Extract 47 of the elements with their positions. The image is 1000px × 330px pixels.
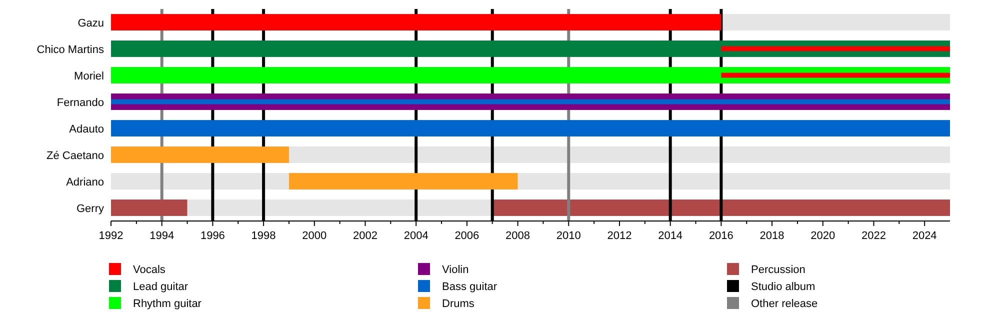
y-tick-label: Zé Caetano bbox=[46, 150, 104, 162]
bar bbox=[111, 67, 950, 84]
bar bbox=[518, 173, 950, 190]
x-tick-label: 2004 bbox=[404, 230, 428, 242]
bar bbox=[111, 146, 289, 163]
x-tick-label: 1992 bbox=[98, 230, 124, 242]
bar bbox=[187, 200, 492, 216]
x-tick-label: 2008 bbox=[506, 230, 530, 242]
legend-label: Drums bbox=[442, 298, 475, 310]
x-tick-label: 1996 bbox=[200, 230, 225, 242]
legend-label: Lead guitar bbox=[133, 281, 188, 293]
legend-label: Bass guitar bbox=[442, 281, 498, 293]
x-tick-label: 2020 bbox=[810, 230, 836, 242]
y-tick-label: Moriel bbox=[74, 70, 104, 82]
bar bbox=[721, 72, 950, 78]
bar bbox=[288, 173, 518, 190]
x-tick-label: 2006 bbox=[454, 230, 480, 242]
legend-label: Vocals bbox=[133, 264, 166, 276]
y-tick-label: Gerry bbox=[76, 202, 104, 215]
y-tick-label: Gazu bbox=[78, 17, 104, 30]
bar bbox=[288, 146, 950, 163]
x-tick-label: 2014 bbox=[658, 230, 683, 242]
x-tick-label: 2016 bbox=[708, 230, 734, 242]
bar bbox=[721, 46, 950, 52]
bar bbox=[111, 173, 289, 190]
legend-label: Other release bbox=[751, 298, 818, 310]
x-tick-label: 2000 bbox=[302, 230, 327, 242]
legend-label: Percussion bbox=[751, 264, 806, 276]
x-tick-label: 2024 bbox=[912, 230, 937, 242]
x-tick-label: 2002 bbox=[353, 230, 378, 242]
bar bbox=[721, 14, 950, 30]
x-tick-label: 2010 bbox=[556, 230, 581, 242]
y-tick-label: Chico Martins bbox=[36, 44, 104, 56]
x-tick-label: 1994 bbox=[150, 230, 174, 242]
x-tick-label: 1998 bbox=[251, 230, 276, 242]
y-tick-label: Adriano bbox=[66, 176, 104, 188]
bar bbox=[492, 200, 950, 216]
y-tick-label: Adauto bbox=[69, 123, 104, 136]
legend-label: Violin bbox=[442, 264, 469, 276]
x-tick-label: 2018 bbox=[760, 230, 784, 242]
legend-label: Rhythm guitar bbox=[133, 298, 202, 310]
x-tick-label: 2012 bbox=[607, 230, 632, 242]
legend-label: Studio album bbox=[751, 281, 816, 293]
x-tick-label: 2022 bbox=[861, 230, 886, 242]
bar bbox=[111, 200, 188, 216]
y-tick-label: Fernando bbox=[56, 96, 104, 109]
bar bbox=[111, 40, 950, 57]
